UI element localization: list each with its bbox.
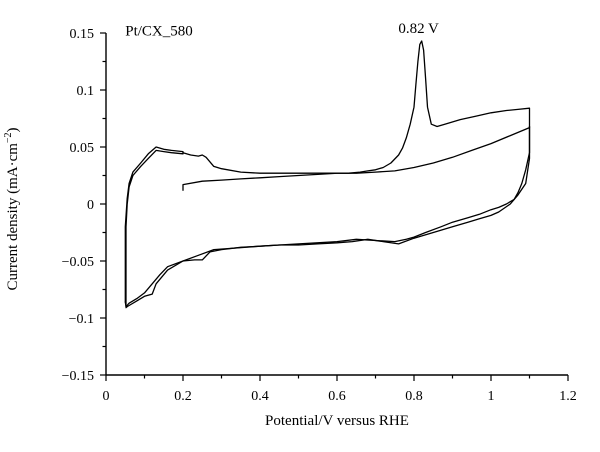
y-tick-label: −0.1: [69, 312, 94, 327]
x-axis-title: Potential/V versus RHE: [265, 413, 409, 429]
y-tick-label: 0.15: [70, 27, 95, 42]
x-tick-label: 1.2: [559, 389, 577, 404]
x-tick-label: 0.6: [328, 389, 346, 404]
series-line-2: [125, 125, 531, 309]
series-line-1: [182, 126, 531, 191]
y-tick-label: 0.05: [70, 141, 95, 156]
annotations-group: Pt/CX_580 0.82 V: [125, 21, 439, 39]
x-tick-label: 0.4: [251, 389, 269, 404]
y-tick-label: 0: [87, 198, 94, 213]
series-line-5: [182, 40, 531, 174]
y-ticks-group: −0.15 −0.1 −0.05 0 0.05 0.1 0.15: [62, 27, 106, 384]
x-tick-label: 0: [103, 389, 110, 404]
y-axis-title-end: ): [5, 127, 21, 132]
series-line-3: [124, 146, 184, 308]
y-axis-title: Current density (mA·cm−2): [3, 127, 21, 290]
y-tick-label: −0.15: [62, 369, 94, 384]
x-tick-label: 0.8: [405, 389, 423, 404]
x-tick-label: 0.2: [174, 389, 192, 404]
series-line-4: [124, 125, 531, 308]
x-ticks-group: 0 0.2 0.4 0.6 0.8 1 1.2: [103, 375, 577, 404]
axes-group: [105, 33, 568, 376]
y-axis-title-sup: −2: [3, 132, 14, 143]
curves-group: [124, 40, 531, 309]
y-axis-title-main: Current density (mA·cm: [5, 143, 21, 291]
x-tick-label: 1: [488, 389, 495, 404]
y-tick-label: −0.05: [62, 255, 94, 270]
sample-label: Pt/CX_580: [125, 23, 193, 39]
peak-label: 0.82 V: [398, 21, 439, 37]
y-tick-label: 0.1: [77, 84, 95, 99]
